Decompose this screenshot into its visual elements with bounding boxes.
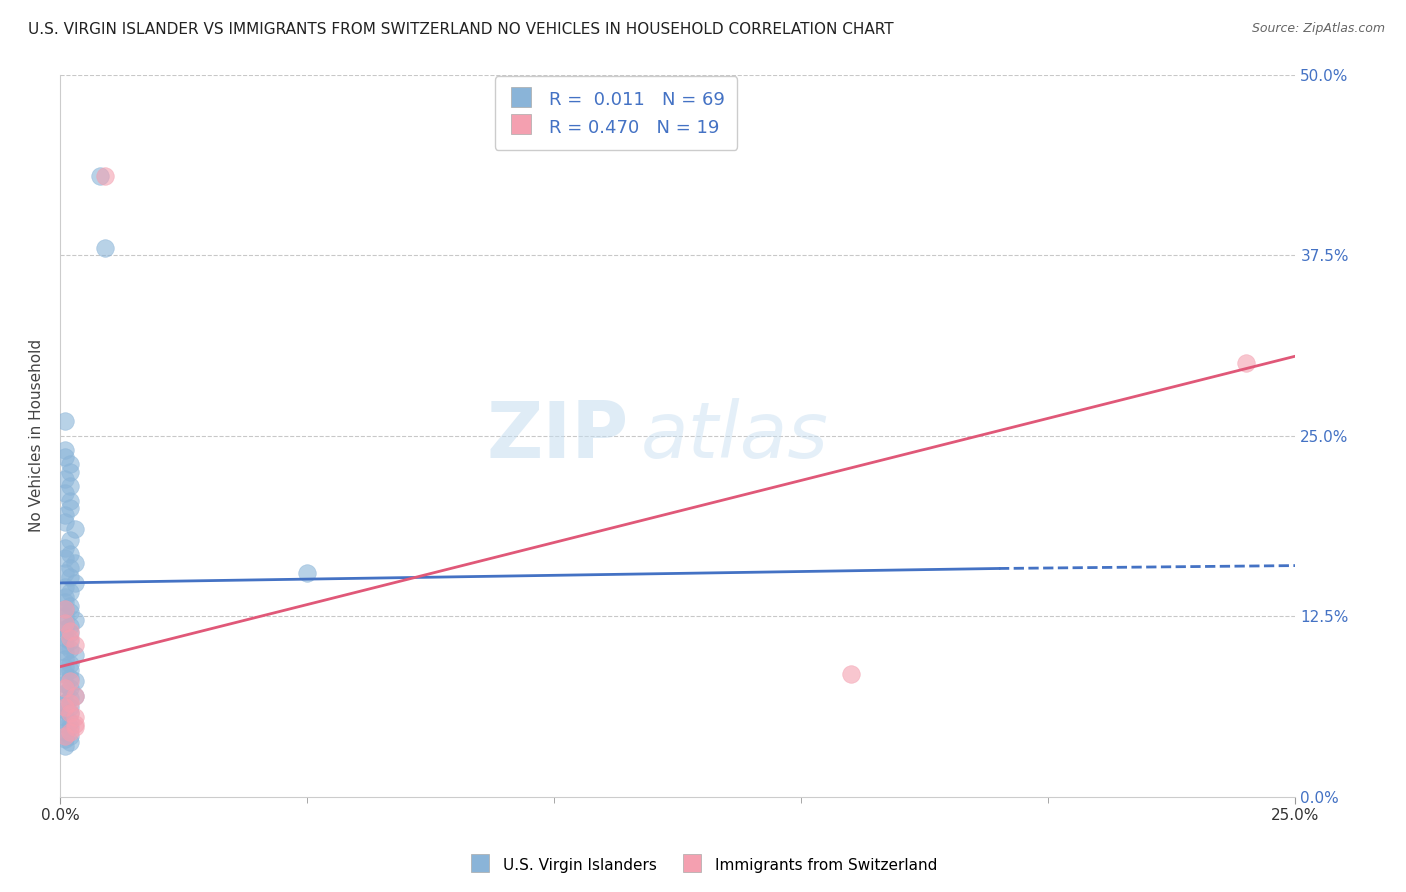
Point [53,616,76,631]
Point [59,493,82,508]
Point [53,541,76,556]
Point [59,605,82,619]
Point [53,731,76,746]
Point [53,659,76,673]
Legend: U.S. Virgin Islanders, Immigrants from Switzerland: U.S. Virgin Islanders, Immigrants from S… [463,850,943,880]
Point [59,671,82,685]
Point [295,566,318,580]
Point [53,591,76,605]
Point [59,700,82,714]
Point [53,700,76,714]
Point [63,556,86,570]
Point [53,645,76,659]
Point [53,450,76,465]
Point [53,602,76,616]
Point [59,735,82,749]
Point [59,633,82,648]
Point [53,580,76,594]
Point [59,631,82,645]
Point [59,547,82,561]
Point [59,696,82,710]
Point [1234,356,1257,370]
Point [59,533,82,547]
Point [839,667,862,681]
Point [53,443,76,458]
Point [59,458,82,472]
Point [53,681,76,696]
Point [53,566,76,580]
Point [59,724,82,739]
Point [63,689,86,703]
Point [59,599,82,613]
Point [63,638,86,652]
Text: Source: ZipAtlas.com: Source: ZipAtlas.com [1251,22,1385,36]
Point [59,663,82,677]
Point [59,624,82,638]
Text: ZIP: ZIP [486,398,628,474]
Point [59,561,82,575]
Point [53,472,76,486]
Point [63,717,86,731]
Point [59,657,82,671]
Point [53,631,76,645]
Point [59,500,82,515]
Point [59,479,82,493]
Point [53,739,76,753]
Point [59,720,82,734]
Point [63,674,86,689]
Text: U.S. VIRGIN ISLANDER VS IMMIGRANTS FROM SWITZERLAND NO VEHICLES IN HOUSEHOLD COR: U.S. VIRGIN ISLANDER VS IMMIGRANTS FROM … [28,22,894,37]
Point [63,614,86,628]
Point [53,667,76,681]
Point [59,691,82,706]
Point [63,710,86,724]
Y-axis label: No Vehicles in Household: No Vehicles in Household [30,339,44,533]
Point [53,508,76,522]
Point [53,686,76,700]
Point [53,703,76,717]
Point [53,724,76,739]
Point [93,241,115,255]
Point [53,622,76,636]
Point [53,710,76,724]
Point [53,551,76,566]
Point [59,681,82,696]
Point [59,706,82,720]
Point [53,609,76,624]
Point [53,677,76,691]
Point [63,523,86,537]
Point [89,169,111,183]
Point [53,616,76,631]
Point [59,584,82,599]
Point [53,602,76,616]
Point [93,169,115,183]
Point [53,696,76,710]
Point [53,595,76,609]
Point [59,626,82,640]
Point [63,720,86,734]
Point [59,706,82,720]
Point [59,642,82,657]
Point [53,729,76,743]
Legend: R =  0.011   N = 69, R = 0.470   N = 19: R = 0.011 N = 69, R = 0.470 N = 19 [495,77,737,150]
Text: atlas: atlas [641,398,828,474]
Point [59,570,82,584]
Point [59,619,82,633]
Point [59,674,82,689]
Point [53,638,76,652]
Point [59,729,82,743]
Point [63,575,86,590]
Point [63,689,86,703]
Point [53,717,76,731]
Point [63,648,86,662]
Point [53,515,76,529]
Point [53,414,76,428]
Point [53,486,76,500]
Point [53,652,76,666]
Point [59,714,82,729]
Point [59,465,82,479]
